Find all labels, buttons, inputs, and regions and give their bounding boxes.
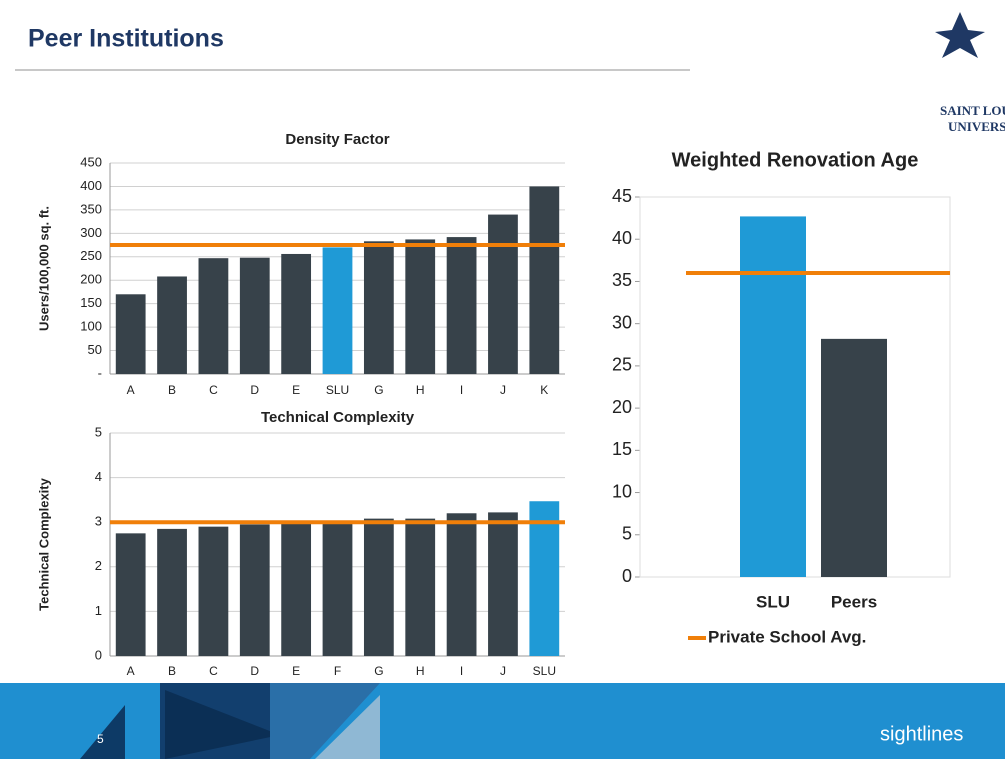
y-tick-label: 0 [95, 647, 102, 662]
y-tick-label: 40 [612, 228, 632, 248]
x-tick-label: K [540, 383, 548, 397]
logo-text: UNIVERSITY [948, 119, 1005, 134]
bar [488, 512, 518, 656]
y-axis-label: Technical Complexity [36, 477, 51, 610]
x-tick-label: I [460, 664, 463, 678]
y-tick-label: 2 [95, 558, 102, 573]
y-tick-label: 35 [612, 270, 632, 290]
bar [740, 216, 806, 577]
bar [488, 214, 518, 374]
bar [405, 518, 436, 656]
footer-shape [80, 705, 125, 759]
page-number: 5 [97, 732, 104, 746]
bar [405, 239, 436, 374]
chart-title: Technical Complexity [261, 409, 415, 426]
x-tick-label: J [500, 383, 506, 397]
bar [446, 513, 477, 656]
x-tick-label: B [168, 664, 176, 678]
y-tick-label: 300 [80, 225, 102, 240]
y-tick-label: 30 [612, 312, 632, 332]
y-tick-label: 400 [80, 178, 102, 193]
y-tick-label: 15 [612, 439, 632, 459]
bar [529, 186, 560, 374]
legend-label: Private School Avg. [708, 627, 866, 646]
bar [157, 528, 187, 656]
y-tick-label: 20 [612, 397, 632, 417]
bar [529, 501, 560, 656]
footer-shape [165, 690, 280, 759]
x-tick-label: D [250, 664, 259, 678]
x-tick-label: C [209, 383, 218, 397]
bar [446, 237, 477, 374]
x-tick-label: B [168, 383, 176, 397]
brand: sightlines [880, 723, 963, 745]
footer-shape [315, 695, 380, 759]
chart-title: Density Factor [285, 131, 389, 148]
footer-shape [270, 683, 380, 759]
y-tick-label: 3 [95, 514, 102, 529]
y-tick-label: 5 [622, 524, 632, 544]
y-tick-label: 4 [95, 469, 102, 484]
y-tick-label: 45 [612, 186, 632, 206]
y-tick-label: 0 [622, 566, 632, 586]
bar [239, 257, 270, 374]
x-tick-label: I [460, 383, 463, 397]
y-tick-label: 10 [612, 481, 632, 501]
x-tick-label: SLU [756, 592, 790, 611]
bar [115, 294, 146, 374]
bar [198, 258, 229, 374]
logo-text: SAINT LOUIS [940, 103, 1005, 118]
bar [322, 522, 353, 656]
y-tick-label: 350 [80, 201, 102, 216]
x-tick-label: G [374, 664, 383, 678]
y-tick-label: 450 [80, 154, 102, 169]
footer-band [0, 683, 1005, 759]
y-tick-label: 1 [95, 603, 102, 618]
x-tick-label: C [209, 664, 218, 678]
y-tick-label: 50 [88, 342, 102, 357]
bar [198, 526, 229, 656]
bar [322, 247, 353, 374]
x-tick-label: D [250, 383, 259, 397]
logo-emblem [935, 12, 985, 58]
y-tick-label: 250 [80, 248, 102, 263]
x-tick-label: A [127, 664, 135, 678]
bar [363, 518, 394, 656]
bar [115, 533, 146, 656]
bar [363, 241, 394, 374]
y-tick-label: - [98, 365, 102, 380]
x-tick-label: H [416, 664, 425, 678]
x-tick-label: A [127, 383, 135, 397]
chart-title: Weighted Renovation Age [672, 149, 919, 171]
x-tick-label: G [374, 383, 383, 397]
y-tick-label: 5 [95, 424, 102, 439]
y-tick-label: 200 [80, 272, 102, 287]
x-tick-label: E [292, 664, 300, 678]
bar [157, 276, 187, 374]
x-tick-label: F [334, 664, 341, 678]
y-tick-label: 100 [80, 319, 102, 334]
bar [821, 338, 887, 577]
x-tick-label: SLU [326, 383, 349, 397]
x-tick-label: Peers [831, 592, 877, 611]
x-tick-label: SLU [533, 664, 556, 678]
bar [281, 253, 312, 374]
bar [281, 522, 312, 656]
x-tick-label: J [500, 664, 506, 678]
y-tick-label: 25 [612, 355, 632, 375]
x-tick-label: H [416, 383, 425, 397]
y-tick-label: 150 [80, 295, 102, 310]
x-tick-label: E [292, 383, 300, 397]
bar [239, 524, 270, 656]
slide-title: Peer Institutions [28, 25, 224, 53]
y-axis-label: Users/100,000 sq. ft. [36, 206, 51, 331]
